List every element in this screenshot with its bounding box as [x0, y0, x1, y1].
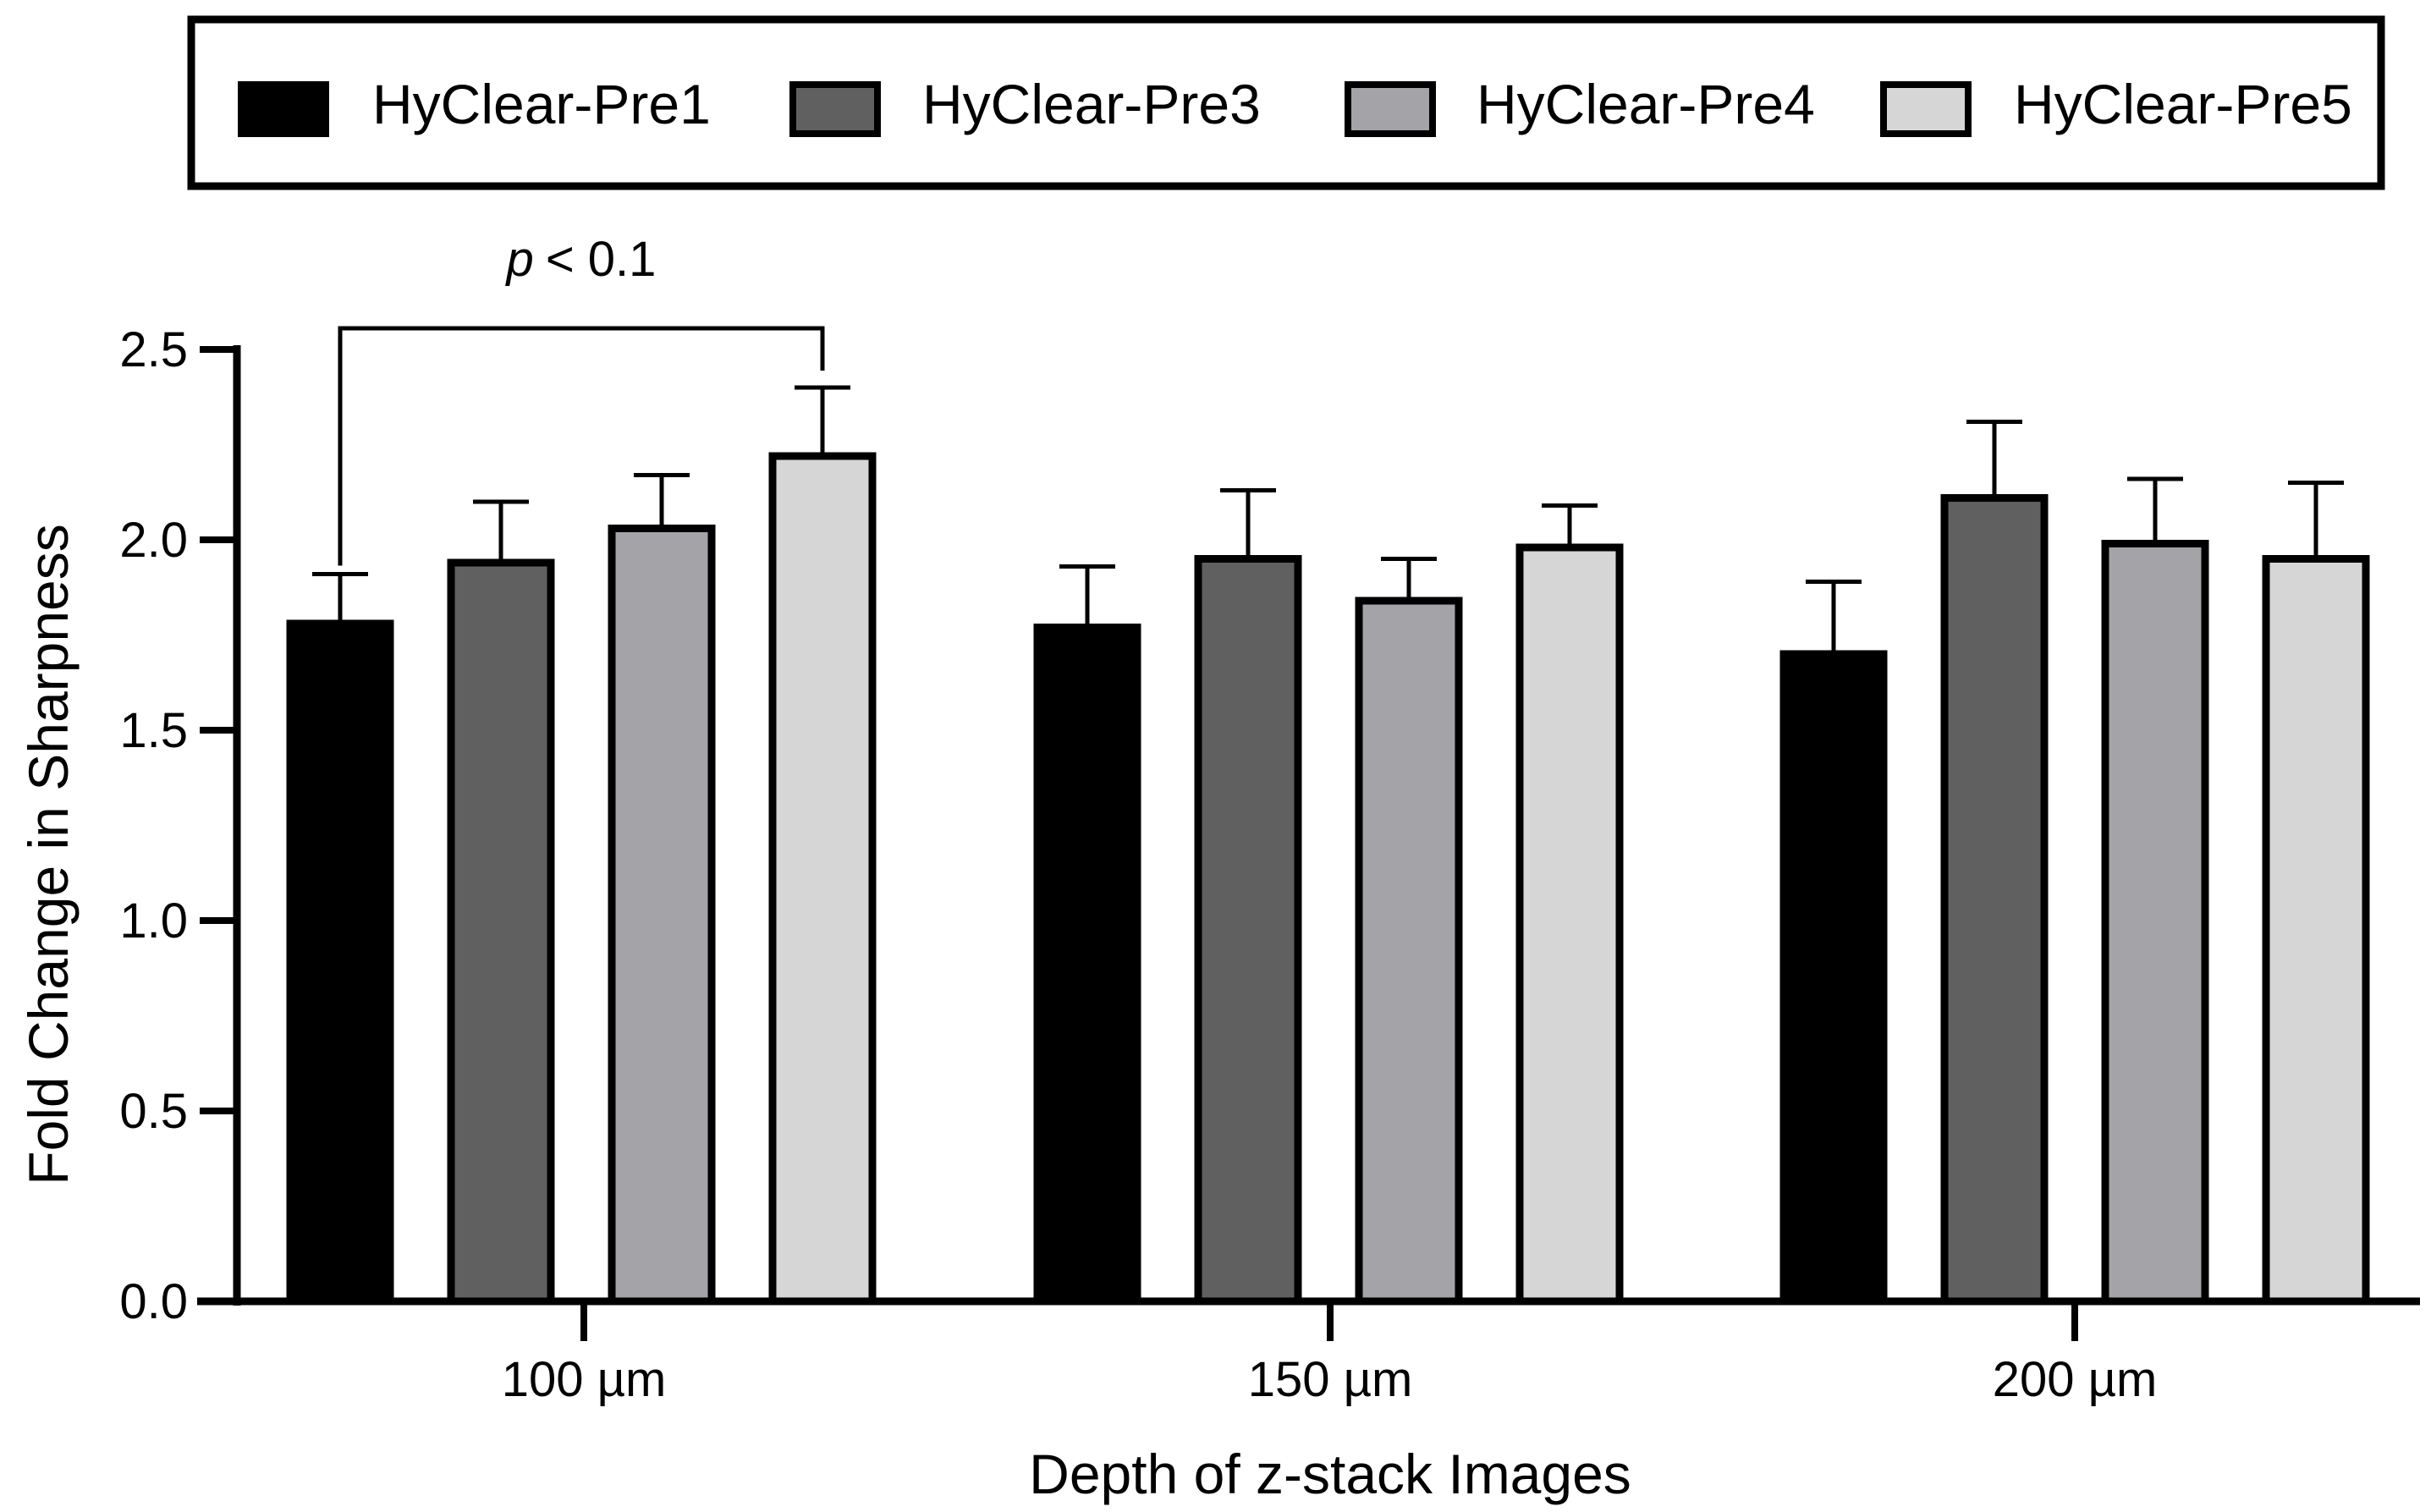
bar-hyclear-pre5-0 — [768, 452, 877, 1306]
bar-hyclear-pre1-2 — [1779, 650, 1888, 1306]
legend-swatch-hyclear-pre1 — [238, 81, 329, 137]
x-axis-title: Depth of z-stack Images — [1029, 1443, 1631, 1505]
x-tick-label: 150 µm — [1248, 1352, 1413, 1407]
bar-hyclear-pre4-2 — [2101, 540, 2209, 1306]
legend-swatch-hyclear-pre5 — [1880, 81, 1972, 137]
x-tick-label: 200 µm — [1993, 1352, 2158, 1407]
significance-threshold: < 0.1 — [546, 232, 657, 287]
error-bar-group — [312, 385, 2344, 654]
legend-swatch-hyclear-pre3 — [789, 81, 881, 137]
bar-hyclear-pre4-0 — [608, 525, 716, 1306]
legend: HyClear-Pre1 HyClear-Pre3 HyClear-Pre4 HyCl… — [238, 73, 2352, 137]
y-tick-label: 2.5 — [119, 322, 188, 377]
y-tick-label: 1.5 — [119, 703, 188, 758]
y-axis-title: Fold Change in Sharpness — [17, 524, 80, 1185]
significance-annotation: p < 0.1 — [338, 232, 825, 566]
legend-box — [187, 15, 2385, 190]
bar-hyclear-pre4-1 — [1355, 597, 1463, 1306]
bar-hyclear-pre3-0 — [447, 558, 555, 1306]
bar-group — [286, 452, 2370, 1306]
y-tick-label: 1.0 — [119, 893, 188, 948]
bar-hyclear-pre3-1 — [1194, 555, 1302, 1306]
legend-label: HyClear-Pre5 — [2014, 73, 2352, 135]
y-tick-label: 0.5 — [119, 1084, 188, 1139]
significance-label: p < 0.1 — [505, 232, 657, 287]
legend-label: HyClear-Pre1 — [372, 73, 711, 135]
x-axis-ticks: 100 µm 150 µm 200 µm — [502, 1301, 2158, 1407]
y-tick-label: 2.0 — [119, 513, 188, 568]
significance-p-symbol: p — [505, 232, 534, 287]
bar-hyclear-pre5-1 — [1515, 543, 1624, 1306]
legend-swatch-hyclear-pre4 — [1345, 81, 1436, 137]
legend-label: HyClear-Pre3 — [922, 73, 1261, 135]
bar-hyclear-pre1-0 — [286, 619, 394, 1306]
significance-bracket — [338, 326, 825, 566]
y-tick-label: 0.0 — [119, 1274, 188, 1329]
y-axis-ticks: 0.0 0.5 1.0 1.5 2.0 2.5 — [119, 322, 237, 1329]
legend-label: HyClear-Pre4 — [1477, 73, 1815, 135]
bar-hyclear-pre3-2 — [1940, 494, 2049, 1306]
bar-hyclear-pre1-1 — [1033, 624, 1141, 1306]
x-tick-label: 100 µm — [502, 1352, 667, 1407]
bar-hyclear-pre5-2 — [2262, 555, 2370, 1306]
